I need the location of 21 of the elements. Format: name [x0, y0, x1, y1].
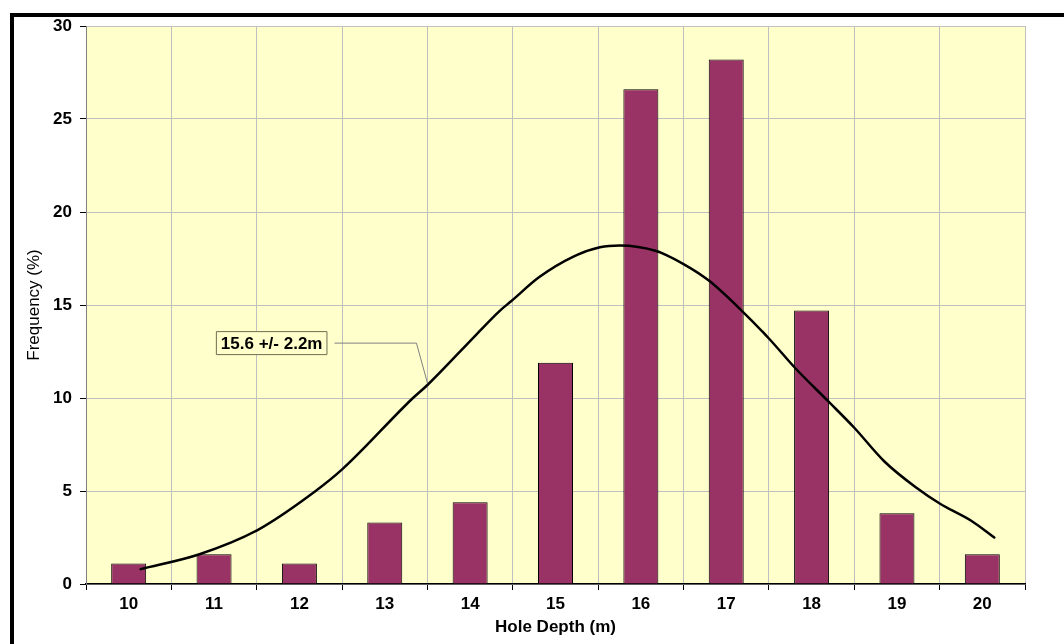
- y-tick-label: 15: [53, 294, 72, 314]
- x-tick-label: 10: [119, 593, 139, 613]
- x-tick-label: 20: [972, 593, 992, 613]
- x-tick-label: 19: [887, 593, 907, 613]
- y-tick-label: 25: [53, 108, 72, 128]
- x-tick-label: 11: [205, 593, 224, 613]
- x-tick-label: 12: [289, 593, 309, 613]
- x-tick-label: 16: [631, 593, 651, 613]
- x-tick-label: 18: [802, 593, 822, 613]
- y-tick-label: 20: [53, 201, 72, 221]
- annotation: 15.6 +/- 2.2m: [220, 333, 323, 353]
- x-tick-label: 17: [716, 593, 736, 613]
- y-tick-label: 0: [62, 573, 72, 593]
- x-tick-label: 13: [375, 593, 395, 613]
- x-axis-title: Hole Depth (m): [495, 617, 616, 637]
- x-tick-label: 14: [460, 593, 481, 613]
- y-tick-label: 30: [53, 15, 72, 35]
- y-tick-label: 5: [62, 480, 72, 500]
- x-tick-label: 15: [546, 593, 565, 613]
- y-axis-title: Frequency (%): [23, 249, 43, 361]
- y-tick-label: 10: [53, 387, 72, 407]
